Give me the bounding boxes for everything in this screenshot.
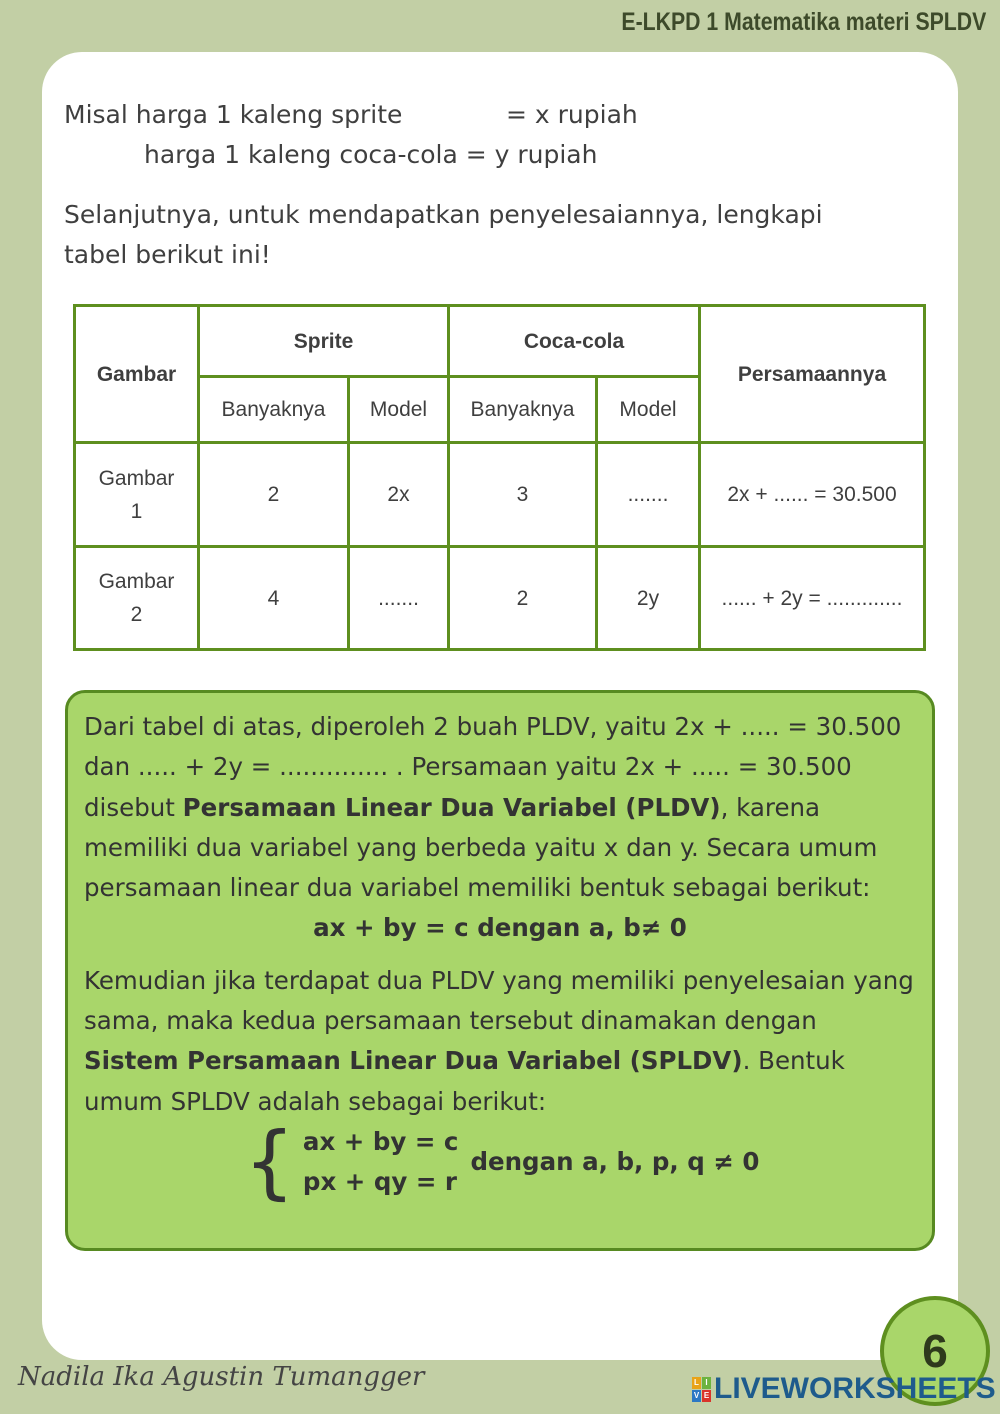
cell-blank[interactable]: ....... (595, 441, 701, 548)
explanation-box: Dari tabel di atas, diperoleh 2 buah PLD… (65, 690, 935, 1251)
cell: 4 (197, 545, 350, 651)
cell: 2y (595, 545, 701, 651)
cell: 2 (197, 441, 350, 548)
cell: 3 (447, 441, 598, 548)
brace-icon: { (244, 1115, 295, 1209)
instruction: Selanjutnya, untuk mendapatkan penyelesa… (64, 200, 823, 229)
instruction-2: tabel berikut ini! (64, 240, 271, 269)
cell: 2x (347, 441, 450, 548)
table-row: Gambar 1 2 2x 3....... 2x + ...... = 30.500 (73, 441, 926, 548)
header-coca: Coca-cola (447, 304, 701, 378)
cell-equation[interactable]: ...... + 2y = ............. (698, 545, 926, 651)
intro-line1a: Misal harga 1 kaleng sprite (64, 100, 403, 129)
document-header: E-LKPD 1 Matematika materi SPLDV (621, 8, 986, 36)
header-gambar: Gambar (73, 304, 200, 444)
author-signature: Nadila Ika Agustin Tumangger (18, 1362, 425, 1392)
intro-line2: harga 1 kaleng coca-cola = y rupiah (144, 140, 598, 169)
cell: 2 (447, 545, 598, 651)
condition: dengan a, b, p, q ≠ 0 (470, 1147, 760, 1177)
pldv-formula: ax + by = c dengan a, b≠ 0 (313, 913, 687, 943)
table-row: Gambar 2 4....... 2 2y...... + 2y = .......… (73, 545, 926, 651)
cell: Gambar 1 (73, 441, 200, 548)
equation-1: ax + by = c (302, 1126, 459, 1156)
intro-line1b: = x rupiah (506, 100, 638, 129)
paragraph-spldv: Kemudian jika terdapat dua PLDV yang mem… (84, 965, 914, 1116)
spldv-system: { ax + by = c px + qy = r dengan a, b, p,… (244, 1122, 916, 1203)
page-number: 6 (880, 1296, 990, 1406)
cell-equation[interactable]: 2x + ...... = 30.500 (698, 441, 926, 548)
subheader: Model (595, 375, 701, 444)
header-persamaan: Persamaannya (698, 304, 926, 444)
subheader: Banyaknya (197, 375, 350, 444)
subheader: Model (347, 375, 450, 444)
equation-2: px + qy = r (302, 1167, 458, 1197)
subheader: Banyaknya (447, 375, 598, 444)
header-sprite: Sprite (197, 304, 450, 378)
data-table: Gambar Sprite Coca-cola Persamaannya Banyak… (73, 304, 926, 651)
cell-blank[interactable]: ....... (347, 545, 450, 651)
paragraph-pldv: Dari tabel di atas, diperoleh 2 buah PLD… (84, 712, 902, 903)
cell: Gambar 2 (73, 545, 200, 651)
